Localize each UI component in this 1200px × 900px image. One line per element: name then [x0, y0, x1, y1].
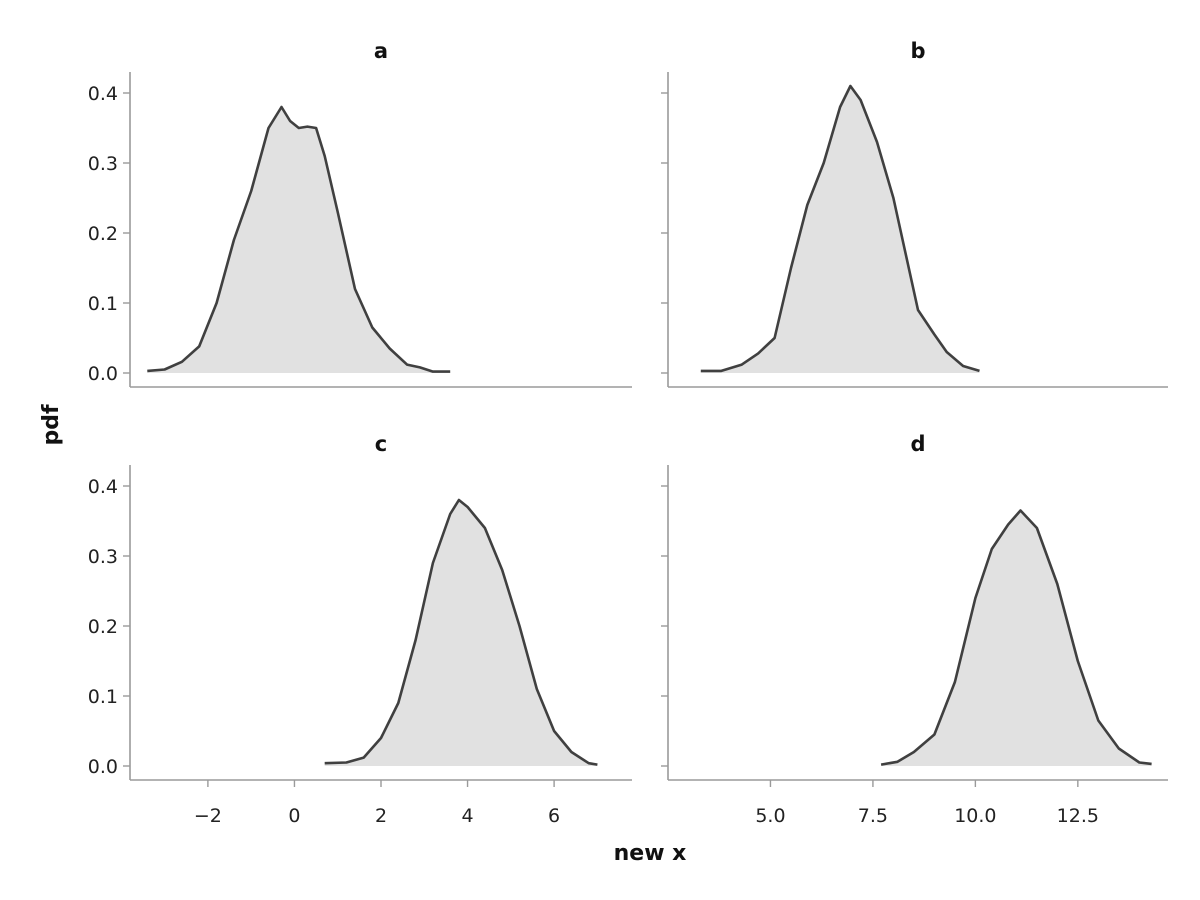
x-tick-label: 4 [462, 805, 474, 827]
y-tick-label: 0.2 [88, 616, 118, 638]
panel-title: b [910, 39, 925, 63]
panel-b: b [661, 39, 1168, 388]
panels: a 0.0 0.1 0.2 0.3 0.4 b c 0.0 0.1 0.2 0.3 0.4 −2 0 2 4 6 d… [88, 39, 1168, 827]
panel-title: a [374, 39, 388, 63]
density-line [880, 509, 1152, 766]
y-tick-label: 0.1 [88, 293, 118, 315]
x-tick-label: 10.0 [954, 805, 996, 827]
density-line [147, 105, 451, 373]
y-tick-label: 0.3 [88, 153, 118, 175]
x-tick-label: 12.5 [1057, 805, 1099, 827]
x-tick-label: −2 [194, 805, 222, 827]
y-tick-label: 0.4 [88, 476, 118, 498]
density-area [700, 86, 980, 373]
density-area [324, 500, 598, 766]
x-tick-label: 5.0 [755, 805, 785, 827]
density-line [700, 84, 980, 373]
x-tick-label: 0 [288, 805, 300, 827]
x-tick-label: 6 [548, 805, 560, 827]
x-axis-label: new x [614, 841, 687, 866]
panel-a: a 0.0 0.1 0.2 0.3 0.4 [88, 39, 632, 388]
panel-d: d 5.0 7.5 10.0 12.5 [661, 432, 1168, 827]
y-tick-label: 0.1 [88, 686, 118, 708]
x-tick-label: 2 [375, 805, 387, 827]
density-line [324, 498, 598, 766]
panel-title: c [375, 432, 387, 456]
density-area [147, 107, 451, 373]
y-tick-label: 0.0 [88, 756, 118, 778]
x-tick-label: 7.5 [858, 805, 888, 827]
y-tick-label: 0.2 [88, 223, 118, 245]
panel-c: c 0.0 0.1 0.2 0.3 0.4 −2 0 2 4 6 [88, 432, 632, 827]
panel-title: d [910, 432, 925, 456]
y-axis-label: pdf [39, 404, 64, 445]
y-tick-label: 0.3 [88, 546, 118, 568]
y-tick-label: 0.4 [88, 83, 118, 105]
density-area [881, 510, 1152, 766]
y-tick-label: 0.0 [88, 363, 118, 385]
